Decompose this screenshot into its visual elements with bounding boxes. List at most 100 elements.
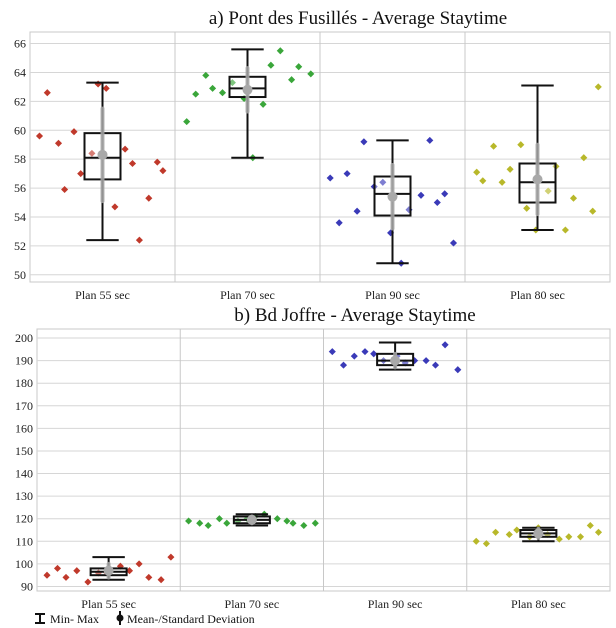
y-tick-label: 50 [14,268,26,282]
mean-marker [532,174,543,185]
data-point [479,177,487,185]
data-point [350,352,358,360]
y-tick-label: 66 [14,37,26,51]
chart-a-title: a) Pont des Fusillés - Average Staytime [209,8,507,29]
box-group [326,136,458,267]
data-point [472,537,480,545]
data-point [288,76,296,84]
data-point [43,571,51,579]
data-point [441,341,449,349]
data-point [273,515,281,523]
data-point [153,158,161,166]
data-point [360,138,368,146]
y-tick-label: 52 [14,239,26,253]
category-label: Plan 55 sec [75,288,130,302]
mean-marker [97,149,108,160]
data-point [555,535,563,543]
y-tick-label: 110 [15,534,33,548]
y-tick-label: 56 [14,181,26,195]
data-point [167,553,175,561]
data-point [523,204,531,212]
box-group [472,521,603,548]
chart-pont-des-fusilles: a) Pont des Fusillés - Average Staytime … [14,8,611,302]
data-point [569,194,578,202]
box-group [183,47,315,162]
mean-marker [387,191,398,202]
data-point [307,70,315,78]
category-label: Plan 70 sec [225,597,280,611]
mean-marker [533,528,544,539]
data-point [145,194,153,202]
data-point [121,145,129,153]
data-point [433,198,441,207]
data-point [594,83,602,91]
y-tick-label: 58 [14,152,26,166]
box-group [328,341,462,374]
data-point [215,515,223,523]
category-label: Plan 90 sec [365,288,420,302]
y-tick-label: 140 [15,467,33,481]
data-point [295,63,303,71]
data-point [73,567,81,575]
data-point [490,142,498,150]
data-point [267,61,275,69]
data-point [576,533,585,541]
category-label: Plan 90 sec [368,597,423,611]
data-point [276,47,284,55]
y-tick-label: 180 [15,376,33,390]
data-point [517,141,525,149]
data-point [128,159,137,168]
legend: Min- Max Mean-/Standard Deviation [35,611,255,626]
data-point [328,348,336,356]
data-point [370,350,378,358]
data-point [449,239,458,247]
mean-marker [246,514,257,525]
y-tick-label: 60 [14,123,26,137]
mean-sd-legend-icon [116,611,124,625]
data-point [283,517,291,525]
box-group [43,553,175,586]
chart-b-title: b) Bd Joffre - Average Staytime [234,305,475,326]
y-tick-label: 54 [14,210,26,224]
box-group [185,510,319,530]
data-point [492,528,500,536]
y-tick-label: 200 [15,331,33,345]
y-tick-label: 150 [15,444,33,458]
data-point [223,519,231,527]
y-tick-label: 170 [15,399,33,413]
data-point [473,168,481,176]
legend-min-max-label: Min- Max [50,612,99,626]
data-point [111,203,119,211]
data-point [361,348,369,356]
data-point [84,578,92,586]
data-point [289,519,297,527]
y-tick-label: 64 [14,65,26,79]
data-point [379,178,387,186]
y-tick-label: 90 [21,579,33,593]
data-point [228,79,236,87]
category-label: Plan 80 sec [511,597,566,611]
data-point [70,128,78,136]
data-point [53,564,62,572]
data-point [183,118,191,126]
data-point [326,174,334,182]
data-point [422,357,430,365]
data-point [431,361,440,369]
data-point [185,517,193,525]
category-label: Plan 55 sec [81,597,136,611]
data-point [594,528,603,536]
category-label: Plan 70 sec [220,288,275,302]
data-point [506,165,514,173]
data-point [135,560,143,568]
data-point [77,170,85,178]
mean-marker [390,355,401,366]
data-point [339,361,348,369]
data-point [300,521,308,530]
box-group [473,83,602,234]
y-tick-label: 100 [15,557,33,571]
data-point [586,521,594,530]
data-point [218,89,227,97]
data-point [498,178,506,186]
data-point [157,576,165,584]
